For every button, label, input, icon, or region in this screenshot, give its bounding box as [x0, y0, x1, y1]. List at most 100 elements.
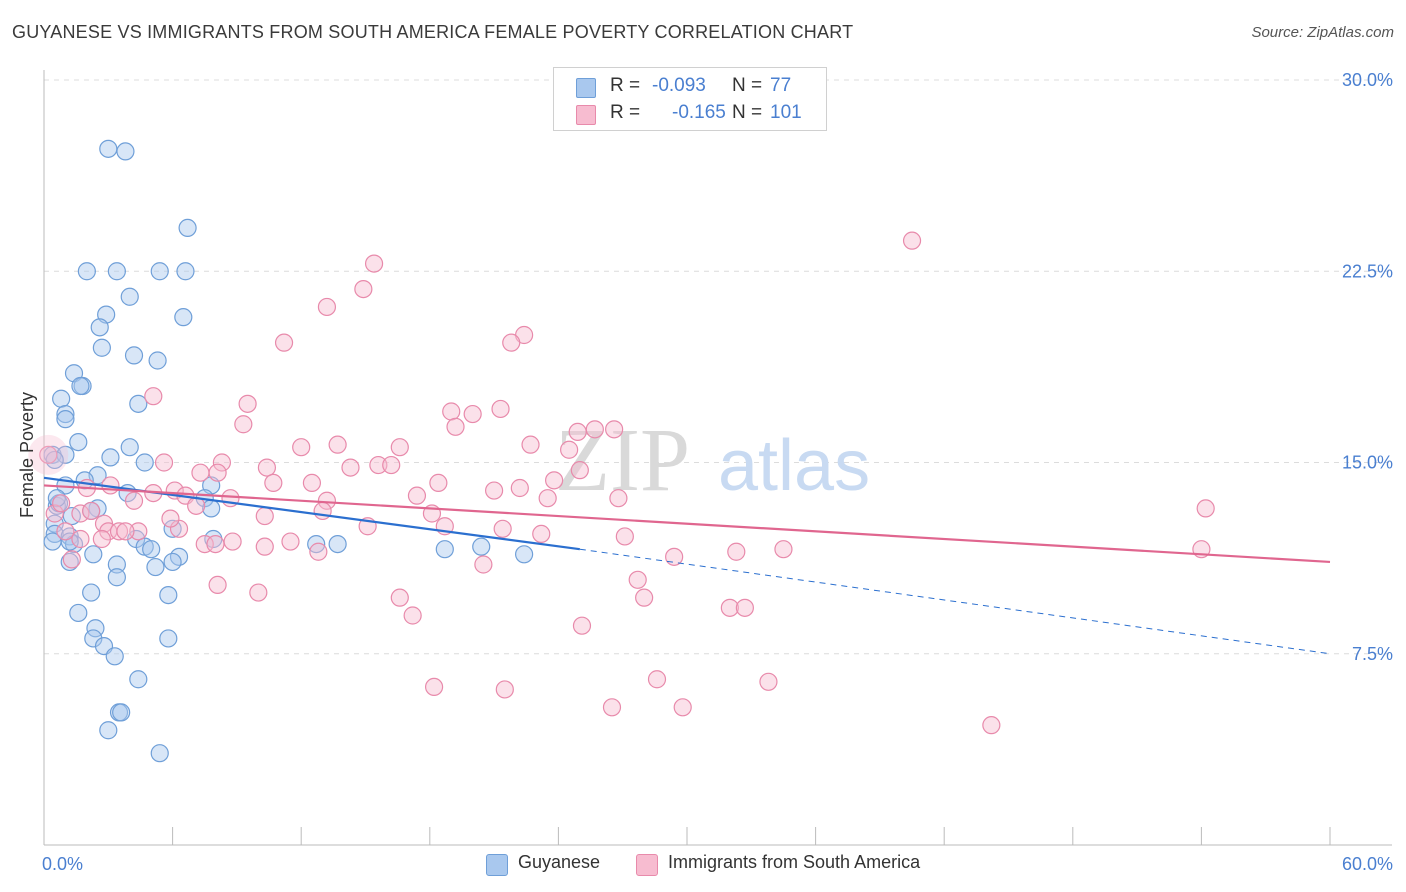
- point-immigrants: [255, 506, 274, 526]
- point-immigrants: [902, 231, 922, 250]
- point-immigrants: [491, 399, 510, 419]
- point-immigrants: [560, 440, 579, 459]
- point-immigrants: [62, 550, 81, 569]
- point-immigrants: [45, 504, 64, 523]
- point-immigrants: [463, 404, 482, 424]
- point-immigrants: [317, 297, 337, 317]
- series-guyanese: [43, 139, 534, 763]
- point-immigrants: [238, 394, 257, 413]
- point-immigrants: [212, 453, 231, 472]
- point-immigrants: [424, 677, 444, 697]
- point-guyanese: [60, 532, 79, 551]
- bottom-legend-label: Guyanese: [518, 852, 601, 872]
- point-immigrants: [52, 494, 71, 513]
- point-guyanese: [472, 537, 491, 556]
- point-guyanese: [99, 721, 118, 740]
- gridlines: [44, 79, 1392, 655]
- point-immigrants: [208, 575, 227, 595]
- x-tick-max: 60.0%: [1342, 854, 1393, 874]
- point-guyanese: [124, 346, 144, 365]
- point-immigrants: [354, 280, 373, 299]
- point-immigrants: [124, 491, 144, 510]
- point-immigrants: [292, 438, 311, 457]
- point-immigrants: [313, 501, 332, 521]
- point-guyanese: [71, 376, 90, 396]
- point-immigrants: [403, 606, 422, 625]
- point-immigrants: [255, 537, 274, 556]
- point-immigrants: [568, 422, 587, 441]
- point-guyanese: [150, 262, 169, 281]
- point-guyanese: [120, 438, 139, 457]
- point-immigrants: [129, 522, 148, 541]
- point-guyanese: [52, 389, 71, 408]
- point-guyanese: [159, 585, 178, 605]
- correlation-legend: R = -0.093 N = 77 R = -0.165 N = 101: [553, 67, 827, 131]
- point-immigrants: [521, 435, 540, 454]
- point-immigrants: [628, 570, 647, 589]
- point-immigrants: [538, 489, 557, 508]
- point-immigrants: [735, 598, 754, 617]
- point-immigrants: [665, 547, 684, 566]
- point-guyanese: [116, 142, 135, 161]
- point-immigrants: [720, 598, 739, 617]
- point-guyanese: [107, 262, 126, 281]
- point-immigrants-large: [28, 434, 69, 475]
- point-immigrants: [429, 473, 448, 492]
- point-immigrants: [442, 402, 461, 421]
- legend-r-label: R =: [610, 75, 641, 96]
- y-tick-label: 30.0%: [1342, 70, 1393, 90]
- point-guyanese: [202, 499, 221, 518]
- point-guyanese: [129, 670, 148, 689]
- point-guyanese: [56, 410, 75, 429]
- point-immigrants: [234, 415, 253, 434]
- point-immigrants: [727, 542, 746, 561]
- source-label: Source: ZipAtlas.com: [1251, 24, 1394, 41]
- point-immigrants: [493, 519, 512, 538]
- y-tick-label: 15.0%: [1342, 453, 1393, 473]
- point-guyanese: [69, 433, 88, 452]
- point-guyanese: [142, 540, 161, 559]
- point-guyanese: [92, 338, 111, 357]
- point-immigrants: [208, 463, 227, 482]
- point-guyanese: [112, 703, 131, 722]
- point-immigrants: [382, 455, 401, 475]
- point-guyanese: [77, 262, 96, 281]
- point-guyanese: [146, 557, 165, 577]
- point-immigrants: [615, 527, 634, 546]
- point-immigrants: [341, 458, 360, 477]
- point-immigrants: [161, 509, 180, 528]
- legend-swatch-guyanese: [576, 78, 596, 98]
- point-immigrants: [71, 529, 90, 549]
- point-guyanese: [129, 394, 148, 413]
- legend-r-value: -0.165: [672, 102, 726, 123]
- point-immigrants: [759, 672, 778, 691]
- point-guyanese: [328, 534, 347, 554]
- point-immigrants: [364, 254, 384, 273]
- point-immigrants: [249, 583, 268, 602]
- legend-r-label: R =: [610, 102, 641, 123]
- point-immigrants: [390, 438, 409, 457]
- point-guyanese: [105, 647, 124, 666]
- point-immigrants: [144, 387, 163, 406]
- legend-n-label: N =: [732, 75, 763, 96]
- point-immigrants: [116, 522, 135, 541]
- bottom-legend-label: Immigrants from South America: [668, 852, 921, 872]
- point-immigrants: [206, 534, 225, 554]
- point-immigrants: [982, 716, 1001, 735]
- point-guyanese: [435, 540, 454, 559]
- point-guyanese: [90, 318, 109, 337]
- point-immigrants: [390, 588, 409, 607]
- point-guyanese: [135, 453, 154, 472]
- point-immigrants: [609, 489, 628, 508]
- point-immigrants: [602, 698, 622, 717]
- point-immigrants: [281, 532, 300, 551]
- point-guyanese: [159, 629, 178, 648]
- point-immigrants: [774, 540, 793, 559]
- point-guyanese: [107, 555, 126, 574]
- point-immigrants: [495, 680, 514, 699]
- point-immigrants: [195, 534, 214, 554]
- point-guyanese: [176, 262, 195, 281]
- chart-title: GUYANESE VS IMMIGRANTS FROM SOUTH AMERIC…: [12, 22, 854, 42]
- y-tick-label: 7.5%: [1352, 644, 1393, 664]
